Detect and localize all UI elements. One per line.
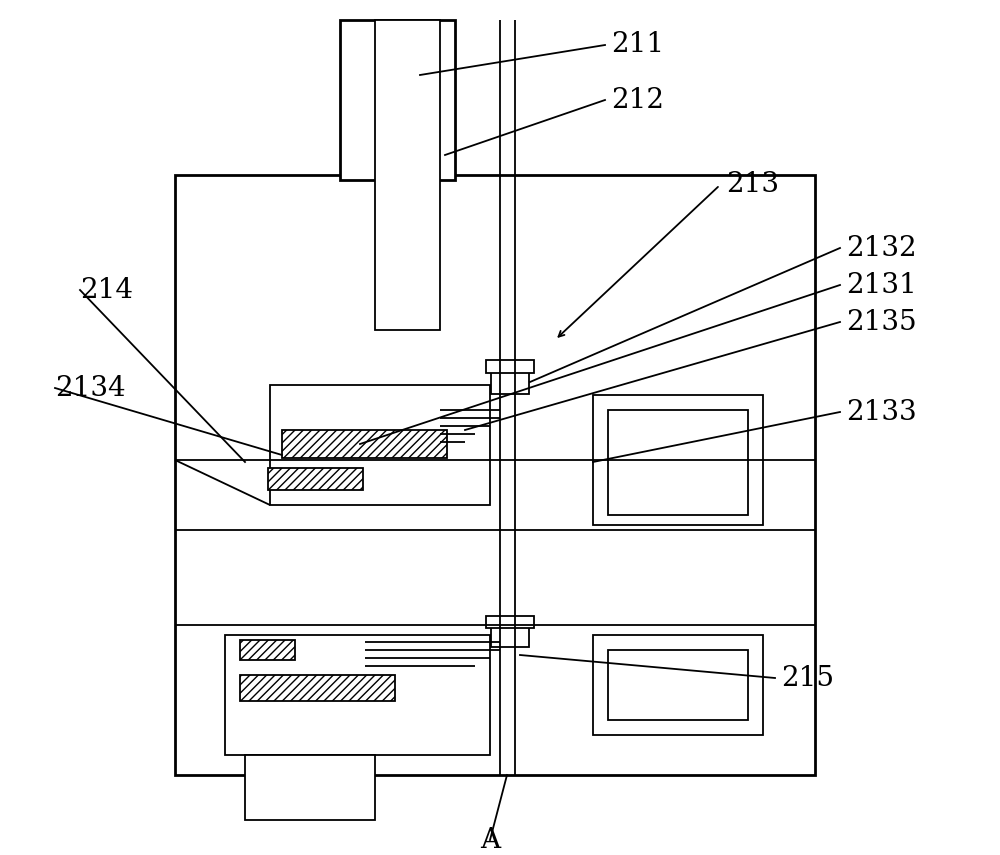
- Text: 2131: 2131: [846, 272, 917, 298]
- Bar: [175, 175, 815, 775]
- Text: 213: 213: [726, 172, 779, 198]
- Text: 212: 212: [611, 86, 664, 114]
- Bar: [225, 635, 490, 755]
- Text: 2135: 2135: [846, 309, 917, 335]
- Bar: [486, 616, 534, 628]
- Bar: [491, 370, 529, 394]
- Bar: [268, 468, 363, 490]
- Text: 214: 214: [80, 276, 133, 304]
- Text: 2134: 2134: [55, 374, 126, 402]
- Bar: [245, 755, 375, 820]
- Bar: [608, 410, 748, 515]
- Text: 211: 211: [611, 32, 664, 58]
- Bar: [593, 635, 763, 735]
- Bar: [608, 650, 748, 720]
- Bar: [375, 20, 440, 330]
- Bar: [282, 430, 447, 458]
- Bar: [491, 625, 529, 647]
- Text: A: A: [480, 827, 500, 853]
- Text: 215: 215: [781, 664, 834, 692]
- Bar: [240, 675, 395, 701]
- Bar: [270, 385, 490, 505]
- Bar: [240, 640, 295, 660]
- Text: 2132: 2132: [846, 234, 917, 262]
- Bar: [593, 395, 763, 525]
- Text: 2133: 2133: [846, 398, 917, 426]
- Bar: [340, 20, 455, 180]
- Bar: [486, 360, 534, 373]
